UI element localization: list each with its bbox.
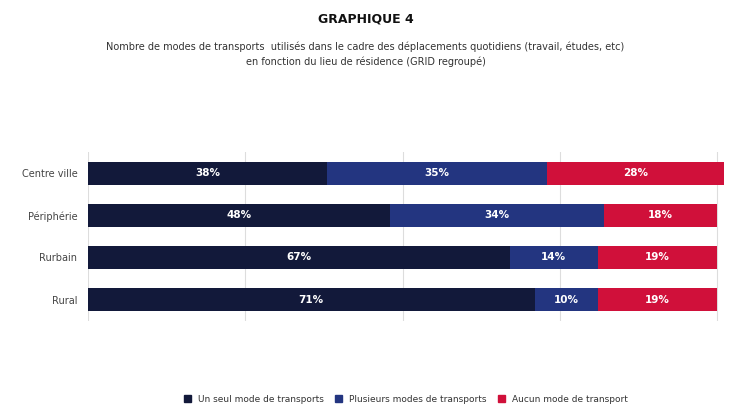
Text: 35%: 35% — [425, 168, 450, 178]
Text: 18%: 18% — [648, 210, 673, 220]
Bar — [535, 288, 598, 311]
Text: 19%: 19% — [645, 295, 670, 305]
Text: Nombre de modes de transports  utilisés dans le cadre des déplacements quotidien: Nombre de modes de transports utilisés d… — [107, 41, 624, 67]
Bar — [510, 246, 598, 269]
Bar — [88, 288, 535, 311]
Text: 48%: 48% — [227, 210, 251, 220]
Bar — [88, 246, 510, 269]
Bar — [327, 162, 548, 185]
Text: 28%: 28% — [623, 168, 648, 178]
Legend: Un seul mode de transports, Plusieurs modes de transports, Aucun mode de transpo: Un seul mode de transports, Plusieurs mo… — [183, 395, 628, 404]
Bar — [88, 204, 390, 227]
Text: GRAPHIQUE 4: GRAPHIQUE 4 — [318, 12, 413, 25]
Text: 71%: 71% — [299, 295, 324, 305]
Bar — [604, 204, 717, 227]
Text: 10%: 10% — [554, 295, 579, 305]
Bar — [598, 246, 717, 269]
Bar — [390, 204, 604, 227]
Bar — [548, 162, 724, 185]
Bar — [88, 162, 327, 185]
Text: 38%: 38% — [195, 168, 220, 178]
Bar — [598, 288, 717, 311]
Text: 34%: 34% — [485, 210, 510, 220]
Text: 14%: 14% — [541, 252, 567, 262]
Text: 67%: 67% — [286, 252, 311, 262]
Text: 19%: 19% — [645, 252, 670, 262]
